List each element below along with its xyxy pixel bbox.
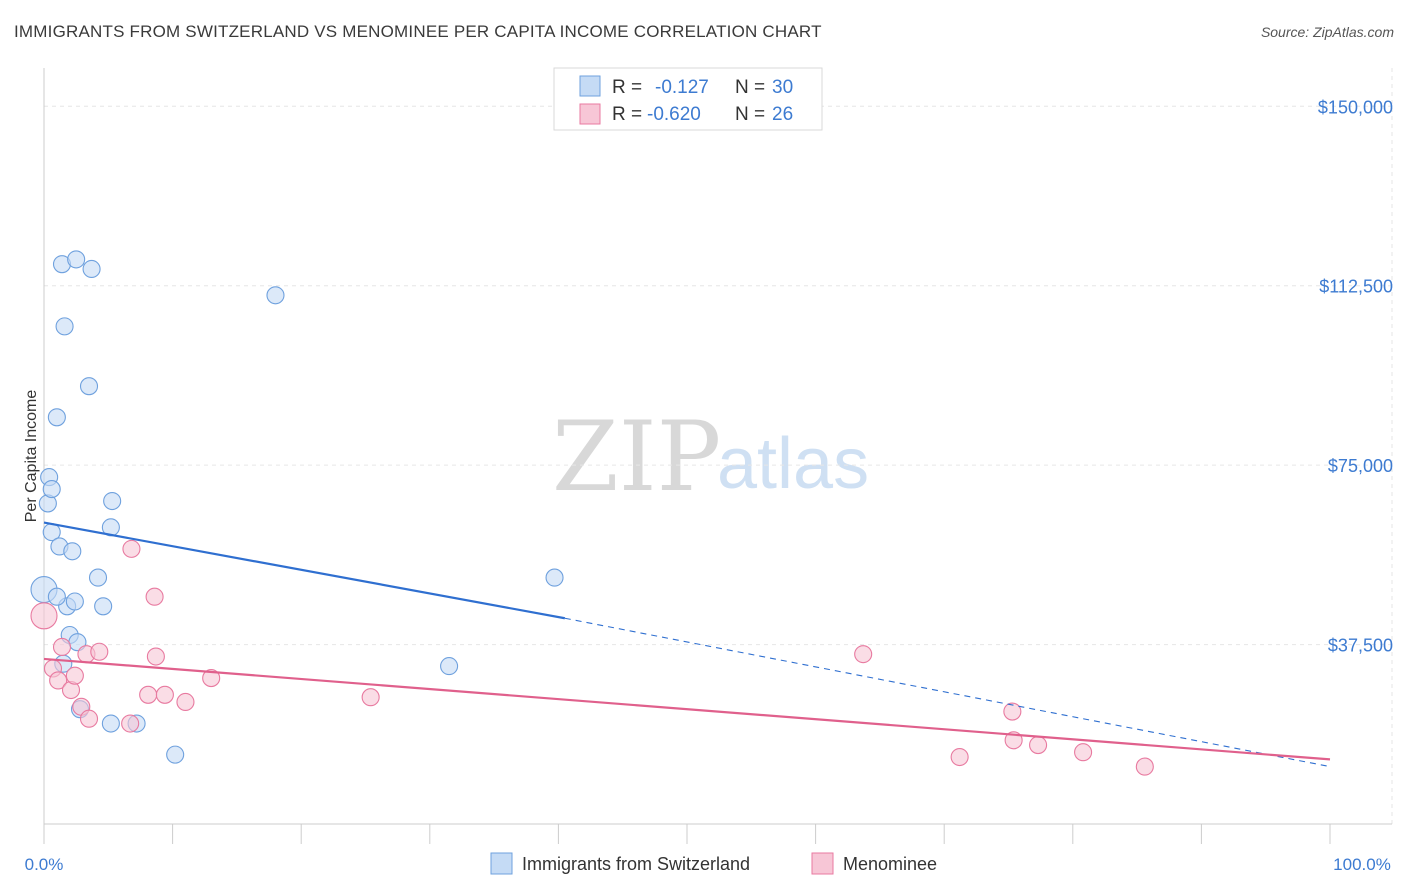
point-menominee [90,642,109,661]
legend-swatch-switzerland [579,75,601,97]
bottom-legend-swatch-menominee [811,852,834,875]
y-axis-label: Per Capita Income [23,390,40,523]
legend-n-label-1: N = [735,104,765,125]
point-switzerland [79,377,99,396]
bottom-legend-label-switzerland: Immigrants from Switzerland [522,854,750,874]
point-menominee [854,645,873,664]
point-menominee [52,637,72,657]
y-tick-label: $112,500 [1319,277,1393,297]
legend-swatch-menominee [579,103,601,125]
point-menominee [49,671,68,690]
y-tick-label: $75,000 [1328,456,1393,476]
point-switzerland [67,250,86,269]
point-switzerland [65,592,84,611]
point-switzerland [47,408,66,427]
point-menominee [155,685,174,704]
x-tick-label-100: 100.0% [1333,855,1391,874]
point-menominee [139,685,158,704]
point-menominee [361,688,380,707]
point-switzerland [545,568,564,587]
source-label: Source: ZipAtlas.com [1260,24,1394,40]
y-tick-label: $37,500 [1328,636,1393,656]
point-menominee [79,709,99,728]
watermark-zip: ZIP [552,401,721,513]
x-axis-ticks [43,824,1331,844]
series-immigrants-switzerland [30,250,564,764]
point-menominee [30,602,58,630]
legend-n-value-1: 26 [772,104,793,125]
point-switzerland [63,542,82,561]
chart-title: IMMIGRANTS FROM SWITZERLAND VS MENOMINEE… [14,22,822,41]
legend-n-value-0: 30 [772,77,793,98]
trend-line-menominee [43,657,1331,761]
point-menominee [1029,736,1048,755]
legend-n-label-0: N = [735,77,765,98]
point-switzerland [88,568,108,587]
point-menominee [65,666,84,685]
point-menominee [122,539,141,558]
trend-lines [43,521,1331,768]
correlation-legend: R = -0.127 N = 30 R = -0.620 N = 26 [553,67,823,131]
legend-r-label-1: R = [612,104,642,125]
point-menominee [146,647,165,666]
bottom-legend-swatch-switzerland [490,852,513,875]
point-menominee [176,692,195,712]
point-menominee [1074,743,1093,762]
legend-r-label-0: R = [612,77,642,98]
point-switzerland [266,286,285,305]
point-switzerland [103,491,122,511]
point-switzerland [82,259,101,279]
point-menominee [202,669,221,688]
point-switzerland [47,587,66,606]
point-menominee [145,587,164,606]
x-tick-label-0: 0.0% [25,855,64,874]
gridlines [44,68,1393,824]
point-switzerland [101,714,120,733]
watermark-atlas: atlas [717,424,869,504]
point-menominee [950,747,969,767]
point-switzerland [440,657,459,676]
y-tick-label: $150,000 [1318,97,1393,117]
point-menominee [121,714,140,733]
trend-line-switzerland [43,521,566,620]
legend-r-value-0: -0.127 [655,77,709,98]
bottom-legend-label-menominee: Menominee [843,854,937,874]
point-menominee [1135,757,1154,776]
point-menominee [1003,702,1022,721]
point-switzerland [42,480,61,499]
point-switzerland [94,597,113,616]
trend-line-switzerland-extension [564,617,1331,768]
series-legend: Immigrants from Switzerland Menominee [490,852,937,875]
series-menominee [30,539,1154,776]
point-switzerland [166,745,185,764]
y-tick-labels: $37,500 $75,000 $112,500 $150,000 [1318,97,1393,655]
point-switzerland [55,317,74,336]
legend-r-value-1: -0.620 [647,104,701,125]
